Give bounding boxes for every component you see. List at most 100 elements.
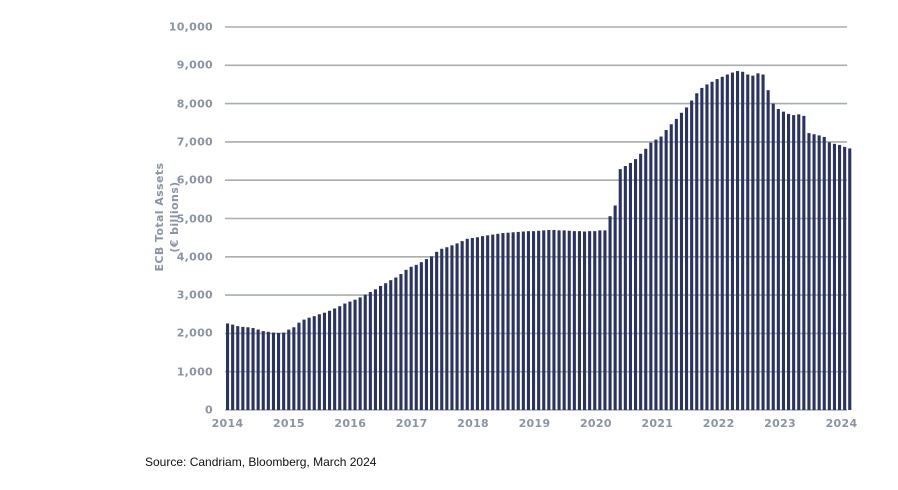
- bar: [542, 230, 546, 410]
- bar: [251, 328, 255, 410]
- bar: [588, 231, 592, 410]
- bar: [277, 333, 281, 410]
- bar: [843, 146, 847, 410]
- bar: [720, 76, 724, 410]
- bar: [302, 319, 306, 410]
- bar: [537, 230, 541, 410]
- bar: [659, 136, 663, 411]
- bar: [817, 135, 821, 410]
- bar: [338, 306, 342, 410]
- bar: [501, 233, 505, 410]
- bar: [623, 166, 627, 410]
- y-tick-label: 10,000: [168, 20, 213, 34]
- bar: [379, 285, 383, 410]
- bar: [690, 100, 694, 410]
- bar: [511, 232, 515, 410]
- bar: [832, 143, 836, 410]
- bar: [710, 81, 714, 411]
- bar: [654, 139, 658, 410]
- y-tick-label: 4,000: [176, 250, 213, 264]
- bar: [236, 326, 240, 410]
- bar: [287, 329, 291, 410]
- bar: [572, 231, 576, 410]
- bar: [460, 241, 464, 410]
- y-tick-label: 6,000: [176, 173, 213, 187]
- bar: [409, 266, 413, 410]
- bar: [634, 159, 638, 410]
- bar: [322, 312, 326, 410]
- bar: [705, 84, 709, 410]
- bar: [450, 245, 454, 410]
- y-tick-label: 9,000: [176, 58, 213, 72]
- bar: [445, 247, 449, 410]
- x-tick-label: 2017: [395, 417, 428, 430]
- bar: [700, 87, 704, 411]
- bar: [256, 329, 260, 410]
- y-axis-title-line1: ECB Total Assets: [153, 162, 166, 272]
- bar: [261, 331, 265, 410]
- bar: [475, 237, 479, 410]
- y-axis-title: ECB Total Assets (€ billions): [152, 163, 182, 272]
- bar: [373, 289, 377, 410]
- x-tick-label: 2018: [457, 417, 489, 430]
- bar: [567, 230, 571, 410]
- x-tick-label: 2022: [702, 417, 735, 430]
- bar: [674, 118, 678, 411]
- bar: [664, 130, 668, 410]
- y-tick-label: 0: [205, 403, 213, 417]
- bar: [516, 231, 520, 410]
- bar: [521, 231, 525, 410]
- bar: [496, 233, 500, 410]
- bar: [781, 111, 785, 410]
- y-tick-label: 5,000: [176, 212, 213, 225]
- bar: [226, 323, 230, 410]
- bar: [368, 292, 372, 410]
- bar: [613, 205, 617, 410]
- bar: [394, 277, 398, 410]
- bar: [787, 113, 791, 410]
- bar: [644, 148, 648, 411]
- bar: [792, 115, 796, 410]
- y-tick-label: 8,000: [176, 97, 213, 111]
- bar: [715, 79, 719, 410]
- bar: [679, 112, 683, 410]
- bar: [583, 231, 587, 410]
- bar: [776, 108, 780, 411]
- bar: [292, 327, 296, 410]
- bar: [348, 301, 352, 410]
- bar: [746, 74, 750, 411]
- bar: [603, 230, 607, 410]
- x-tick-label: 2021: [641, 417, 674, 430]
- bar: [465, 238, 469, 410]
- bar: [827, 142, 831, 410]
- bar: [807, 133, 811, 410]
- x-tick-label: 2014: [211, 417, 244, 430]
- bar: [440, 248, 444, 410]
- source-caption: Source: Candriam, Bloomberg, March 2024: [145, 455, 377, 469]
- bar: [491, 234, 495, 410]
- bar: [736, 71, 740, 411]
- bar: [470, 238, 474, 410]
- bar: [363, 294, 367, 410]
- bar: [266, 331, 270, 410]
- bar: [241, 326, 245, 410]
- bar: [608, 216, 612, 410]
- bar: [389, 280, 393, 410]
- bar: [333, 308, 337, 410]
- bar: [282, 332, 286, 410]
- bar: [598, 230, 602, 410]
- bar: [506, 232, 510, 410]
- bar: [593, 231, 597, 410]
- bar: [481, 236, 485, 410]
- bar: [812, 134, 816, 411]
- bar: [271, 332, 275, 410]
- bar: [317, 314, 321, 410]
- bar: [771, 103, 775, 410]
- bar: [414, 264, 418, 410]
- bar: [725, 74, 729, 411]
- bar: [618, 169, 622, 410]
- bar: [838, 144, 842, 410]
- y-tick-label: 2,000: [176, 326, 213, 340]
